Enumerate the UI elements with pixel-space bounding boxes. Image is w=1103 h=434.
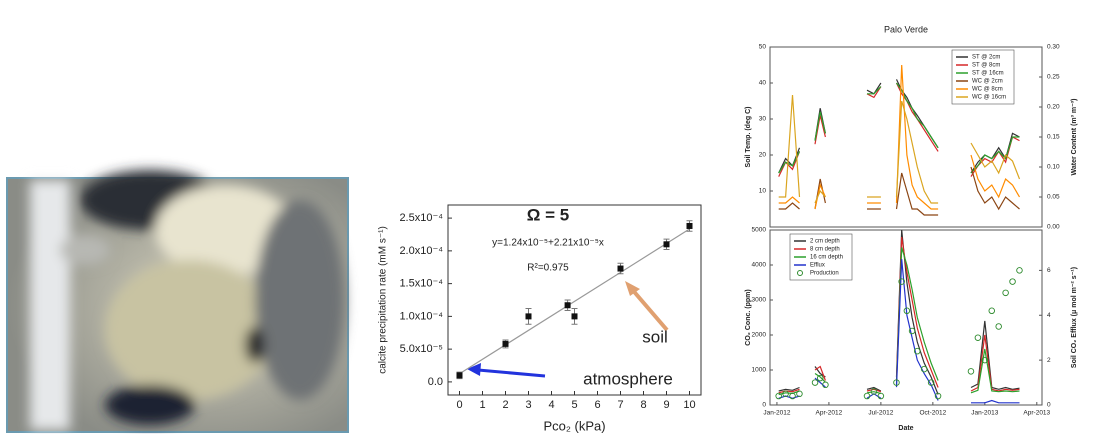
annotation: Ω = 5 [527, 205, 569, 224]
marker [1017, 268, 1023, 274]
chart-title: Palo Verde [884, 24, 928, 34]
y-tick-label: 0 [762, 402, 766, 409]
marker [1010, 279, 1016, 285]
series-line [779, 95, 1020, 203]
x-tick-label: Jan-2013 [971, 410, 998, 417]
marker [975, 335, 981, 341]
y-tick-label: 3000 [752, 297, 767, 304]
legend-label: ST @ 2cm [972, 55, 1000, 61]
point [618, 266, 624, 272]
point [565, 302, 571, 308]
x-tick-label: 2 [502, 399, 508, 411]
marker [812, 380, 818, 386]
x-tick-label: 1 [479, 399, 485, 411]
arrows [467, 281, 667, 376]
y2-axis-label: Water Content (m³ m⁻³) [1071, 99, 1078, 176]
legend-label: Production [810, 271, 839, 277]
y2-tick-label: 0.20 [1047, 104, 1060, 111]
y2-tick-label: 2 [1047, 357, 1051, 364]
legend-label: WC @ 16cm [972, 95, 1006, 101]
plot-frame [448, 205, 701, 395]
annotation: atmosphere [583, 369, 673, 388]
fit-line [460, 229, 690, 374]
y-tick-label: 4000 [752, 262, 767, 269]
y2-tick-label: 0.10 [1047, 164, 1060, 171]
y-axis-label: calcite precipitation rate (mM s⁻¹) [378, 226, 389, 374]
marker [968, 369, 974, 375]
y-tick-label: 1.0x10⁻⁴ [399, 310, 443, 322]
legend-label: WC @ 8cm [972, 87, 1003, 93]
point [572, 313, 578, 319]
y2-tick-label: 0.05 [1047, 194, 1060, 201]
point [526, 313, 532, 319]
marker [817, 375, 823, 381]
x-tick-label: 3 [525, 399, 531, 411]
y-tick-label: 1.5x10⁻⁴ [399, 278, 443, 290]
annotation: soil [642, 327, 668, 346]
annotation: y=1.24x10⁻⁵+2.21x10⁻⁵x [492, 238, 604, 249]
y-tick-label: 1000 [752, 367, 767, 374]
legend-label: ST @ 16cm [972, 71, 1004, 77]
x-tick-label: 7 [617, 399, 623, 411]
y2-tick-label: 4 [1047, 312, 1051, 319]
y-tick-label: 10 [759, 188, 767, 195]
point [457, 372, 463, 378]
x-tick-label: 0 [456, 399, 462, 411]
marker [996, 324, 1002, 330]
x-tick-label: Apr-2013 [1023, 410, 1050, 417]
y-tick-label: 0.0 [428, 376, 443, 388]
x-tick-label: 5 [571, 399, 577, 411]
y-tick-label: 2.5x10⁻⁴ [399, 212, 443, 224]
legend-label: 8 cm depth [810, 247, 840, 253]
y-tick-label: 50 [759, 44, 767, 51]
y2-tick-label: 0.30 [1047, 44, 1060, 51]
x-tick-label: 4 [548, 399, 554, 411]
y-tick-label: 40 [759, 80, 767, 87]
photo [7, 170, 348, 432]
legend-label: Efflux [810, 263, 825, 269]
marker [797, 391, 803, 397]
y2-axis-label: Soil CO₂ Efflux (μ mol m⁻² s⁻¹) [1071, 267, 1078, 368]
x-tick-label: 10 [683, 399, 695, 411]
marker [989, 308, 995, 314]
legend-label: 2 cm depth [810, 239, 840, 245]
y-tick-label: 2.0x10⁻⁴ [399, 245, 443, 257]
y-tick-label: 5000 [752, 227, 767, 234]
y2-tick-label: 6 [1047, 267, 1051, 274]
page: {"chart_data": [ {"type": "scatter", "xl… [0, 0, 1103, 434]
y2-tick-label: 0.25 [1047, 74, 1060, 81]
point [664, 241, 670, 247]
x-tick-label: Jul-2012 [868, 410, 893, 417]
y2-tick-label: 0.00 [1047, 224, 1060, 231]
annotation: R²=0.975 [527, 263, 569, 274]
y2-tick-label: 0 [1047, 402, 1051, 409]
y2-tick-label: 0.15 [1047, 134, 1060, 141]
x-tick-label: Oct-2012 [919, 410, 946, 417]
legend-label: ST @ 8cm [972, 63, 1000, 69]
y-axis-label: Soil Temp. (deg C) [745, 107, 752, 168]
legend-label: WC @ 2cm [972, 79, 1003, 85]
x-tick-label: 6 [594, 399, 600, 411]
marker [1003, 290, 1009, 296]
point [687, 223, 693, 229]
x-tick-label: Jan-2012 [763, 410, 790, 417]
y-tick-label: 5.0x10⁻⁵ [400, 343, 443, 355]
x-tick-label: 9 [663, 399, 669, 411]
y-tick-label: 2000 [752, 332, 767, 339]
x-axis-label: Date [898, 425, 913, 432]
y-tick-label: 20 [759, 152, 767, 159]
point [503, 341, 509, 347]
x-axis-label: Pco₂ (kPa) [543, 418, 605, 433]
x-tick-label: 8 [640, 399, 646, 411]
y-tick-label: 30 [759, 116, 767, 123]
legend-label: 16 cm depth [810, 255, 843, 261]
figure: 0 1 2 3 4 5 6 7 8 9 10 0.0 5.0x10⁻⁵ 1.0x10⁻⁴ 1.5x10⁻⁴ 2… [0, 0, 1103, 434]
y-axis-label: CO₂ Conc. (ppm) [745, 289, 752, 345]
x-tick-label: Apr-2012 [816, 410, 843, 417]
